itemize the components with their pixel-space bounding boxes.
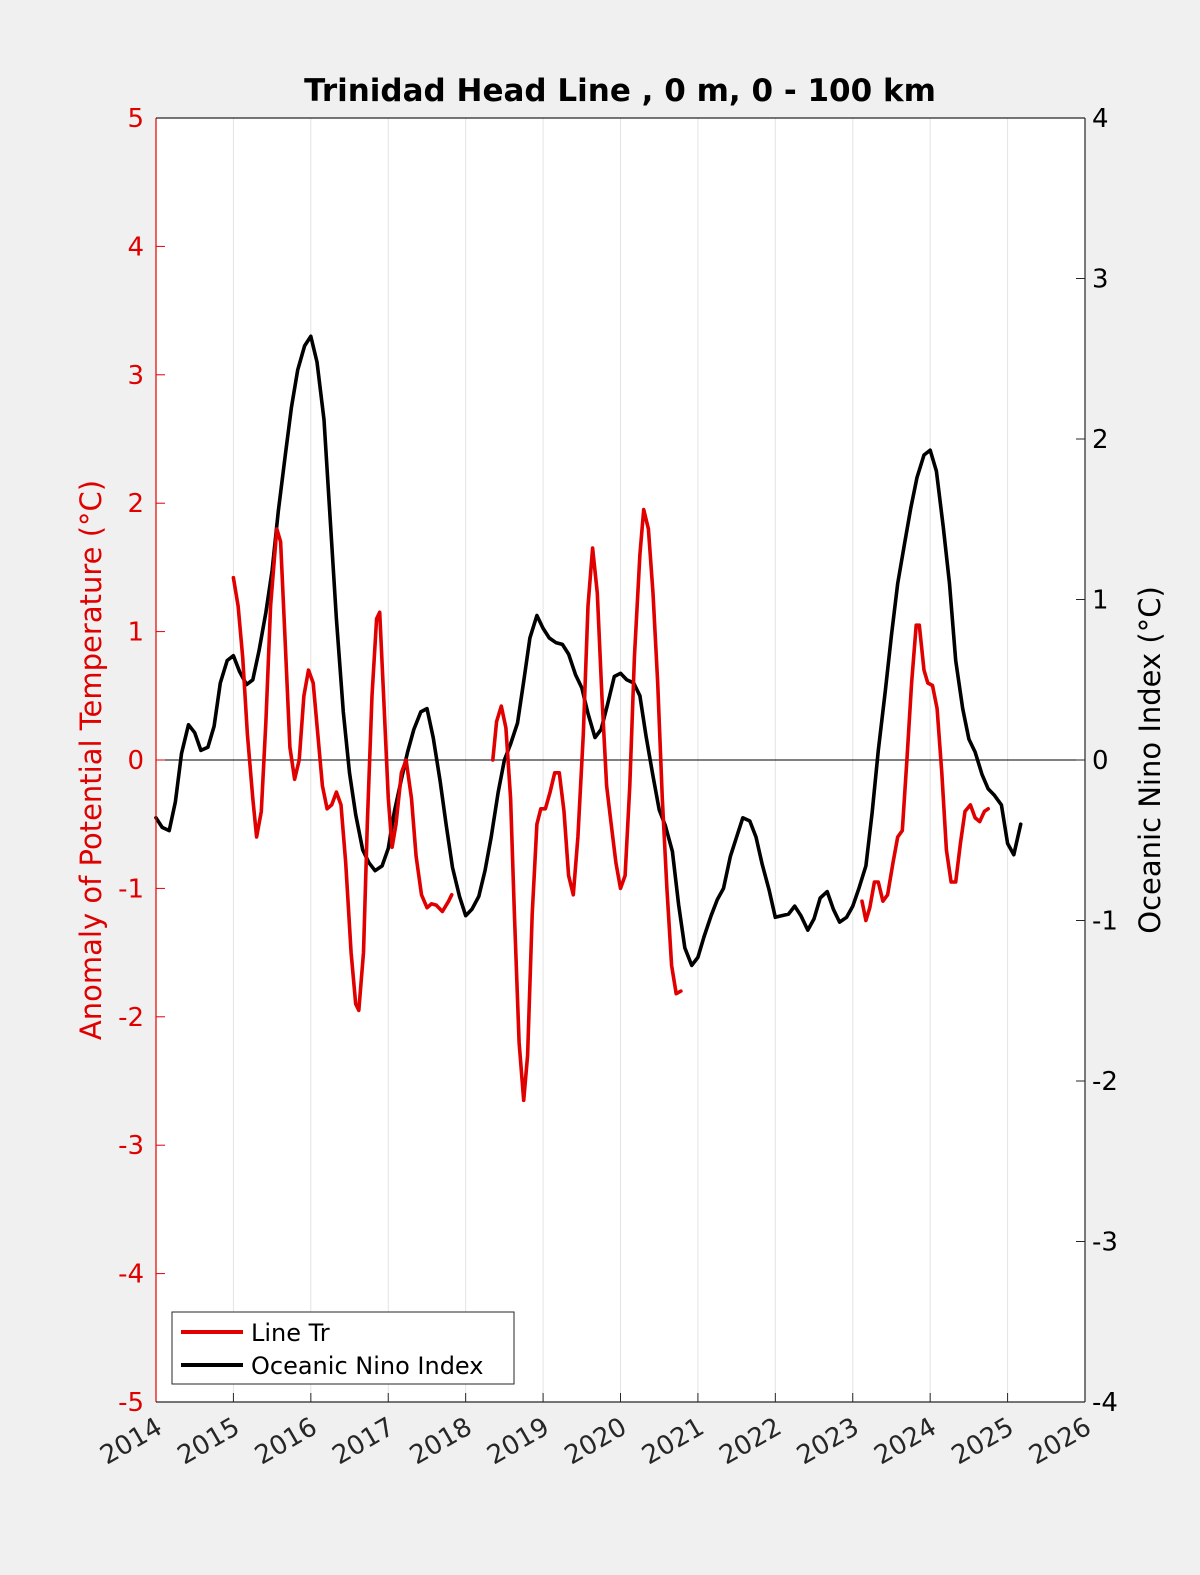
y-right-tick-label-0: 0 (1092, 746, 1109, 776)
y-left-tick-label-1: 1 (127, 618, 144, 648)
legend-label-line-tr: Line Tr (251, 1319, 330, 1347)
y-left-tick-label-0: 0 (127, 746, 144, 776)
y-left-tick-label--5: -5 (118, 1388, 144, 1418)
series-line-tr-segment-2 (860, 623, 990, 923)
chart-title: Trinidad Head Line , 0 m, 0 - 100 km (304, 73, 936, 109)
series-line-tr-segment-1 (491, 507, 683, 1103)
y-right-tick-label--3: -3 (1092, 1228, 1118, 1258)
y-left-tick-label--3: -3 (118, 1131, 144, 1161)
right-axis-label: Oceanic Nino Index (°C) (1133, 586, 1167, 934)
y-left-tick-label-2: 2 (127, 489, 144, 519)
legend: Line Tr Oceanic Nino Index (171, 1311, 515, 1385)
y-left-tick-label-4: 4 (127, 232, 144, 262)
left-axis-label: Anomaly of Potential Temperature (°C) (74, 480, 108, 1040)
y-left-tick-label--1: -1 (118, 874, 144, 904)
series-line-tr-segment-0 (231, 527, 454, 1013)
y-right-tick-label--2: -2 (1092, 1067, 1118, 1097)
y-left-tick-label--2: -2 (118, 1003, 144, 1033)
y-left-tick-label-3: 3 (127, 361, 144, 391)
y-right-tick-label--4: -4 (1092, 1388, 1118, 1418)
legend-box (171, 1311, 515, 1385)
y-left-tick-label-5: 5 (127, 104, 144, 134)
y-right-tick-label-2: 2 (1092, 425, 1109, 455)
y-right-tick-label--1: -1 (1092, 907, 1118, 937)
axes (155, 117, 1086, 1403)
legend-label-oni: Oceanic Nino Index (251, 1352, 483, 1380)
y-right-tick-label-1: 1 (1092, 586, 1109, 616)
series-lines (154, 334, 1023, 1103)
y-right-tick-label-4: 4 (1092, 104, 1109, 134)
series-oni-segment-0 (154, 334, 1023, 968)
y-left-tick-label--4: -4 (118, 1260, 144, 1290)
y-right-tick-label-3: 3 (1092, 265, 1109, 295)
